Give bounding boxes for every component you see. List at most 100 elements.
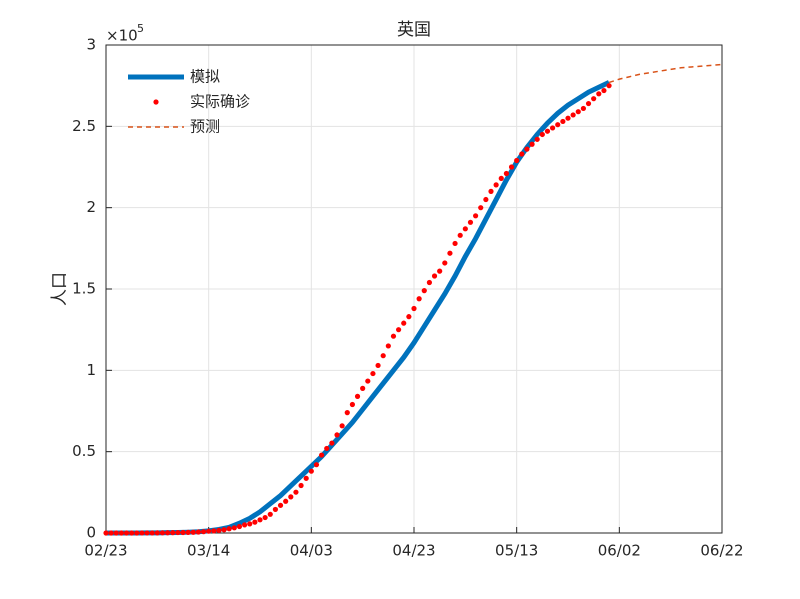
- data-point: [421, 288, 427, 294]
- data-point: [365, 378, 371, 384]
- data-point: [262, 514, 268, 521]
- data-point: [606, 83, 612, 89]
- data-point: [324, 445, 330, 452]
- data-point: [396, 327, 402, 333]
- data-point: [416, 296, 422, 302]
- data-point: [370, 370, 376, 377]
- data-point: [426, 279, 432, 286]
- data-point: [406, 314, 412, 320]
- data-point: [257, 517, 263, 523]
- data-point: [211, 528, 217, 534]
- data-point: [591, 96, 597, 102]
- data-point: [411, 305, 417, 312]
- data-point: [503, 170, 509, 177]
- data-point: [560, 118, 566, 125]
- data-point: [313, 462, 320, 468]
- data-point: [555, 122, 561, 128]
- data-point: [118, 530, 124, 536]
- data-point: [236, 523, 243, 530]
- data-point: [601, 87, 607, 94]
- data-point: [570, 112, 576, 118]
- data-point: [293, 489, 299, 495]
- data-point: [529, 141, 535, 147]
- data-point: [344, 410, 350, 416]
- series-line: [608, 63, 723, 84]
- data-point: [565, 115, 571, 121]
- y-tick-label: 0.5: [72, 442, 96, 460]
- data-point: [550, 125, 556, 131]
- data-point: [380, 353, 386, 359]
- y-axis-label: 人口: [50, 272, 70, 306]
- data-point: [401, 320, 407, 326]
- data-point: [483, 196, 489, 203]
- data-point: [519, 151, 525, 157]
- data-point: [180, 529, 186, 536]
- data-point: [206, 528, 212, 534]
- x-tick-label: 03/14: [187, 542, 230, 560]
- data-point: [134, 530, 140, 536]
- y-tick-label: 0: [86, 524, 96, 542]
- data-point: [534, 136, 540, 142]
- y-tick-label: 1.5: [72, 280, 96, 298]
- data-point: [596, 91, 602, 97]
- data-point: [478, 205, 484, 211]
- legend-swatch: [153, 99, 159, 105]
- data-point: [493, 182, 499, 188]
- data-point: [139, 530, 145, 536]
- data-point: [216, 527, 222, 533]
- legend-label: 预测: [190, 118, 220, 136]
- legend-label: 实际确诊: [190, 93, 250, 111]
- data-point: [267, 511, 273, 517]
- data-point: [539, 131, 545, 138]
- data-point: [165, 530, 171, 536]
- data-point: [390, 333, 397, 339]
- data-point: [247, 521, 253, 527]
- data-point: [467, 219, 474, 225]
- data-point: [221, 527, 227, 533]
- data-point: [283, 498, 289, 504]
- data-point: [339, 423, 345, 429]
- data-point: [277, 502, 284, 508]
- data-point: [334, 432, 340, 438]
- data-point: [159, 530, 166, 536]
- data-point: [154, 530, 160, 536]
- data-point: [488, 188, 494, 194]
- y-tick-label: 3: [86, 36, 96, 54]
- data-point: [195, 529, 201, 535]
- data-point: [319, 452, 325, 458]
- data-point: [231, 525, 237, 531]
- data-point: [303, 475, 309, 481]
- data-point: [349, 401, 355, 408]
- data-point: [524, 146, 530, 152]
- data-point: [354, 393, 361, 399]
- data-point: [129, 530, 135, 536]
- data-point: [508, 164, 515, 170]
- data-point: [375, 362, 381, 369]
- data-point: [185, 529, 191, 535]
- data-point: [431, 273, 438, 279]
- x-tick-label: 04/03: [290, 542, 333, 560]
- data-point: [149, 530, 155, 536]
- data-point: [272, 506, 278, 513]
- x-tick-label: 06/22: [700, 542, 743, 560]
- data-point: [462, 226, 468, 232]
- x-tick-label: 06/02: [598, 542, 641, 560]
- data-point: [298, 482, 304, 489]
- x-tick-label: 02/23: [84, 542, 127, 560]
- data-point: [360, 385, 366, 391]
- data-point: [200, 529, 207, 535]
- data-point: [575, 109, 581, 115]
- data-point: [108, 530, 114, 536]
- y-tick-label: 1: [86, 361, 96, 379]
- data-point: [103, 530, 109, 536]
- data-point: [452, 240, 458, 247]
- data-point: [308, 468, 314, 474]
- y-tick-label: 2.5: [72, 117, 96, 135]
- data-point: [329, 440, 335, 446]
- x-tick-label: 04/23: [392, 542, 435, 560]
- x-tick-label: 05/13: [495, 542, 538, 560]
- legend-label: 模拟: [190, 68, 220, 86]
- plot-frame: [105, 44, 723, 534]
- data-point: [457, 232, 463, 238]
